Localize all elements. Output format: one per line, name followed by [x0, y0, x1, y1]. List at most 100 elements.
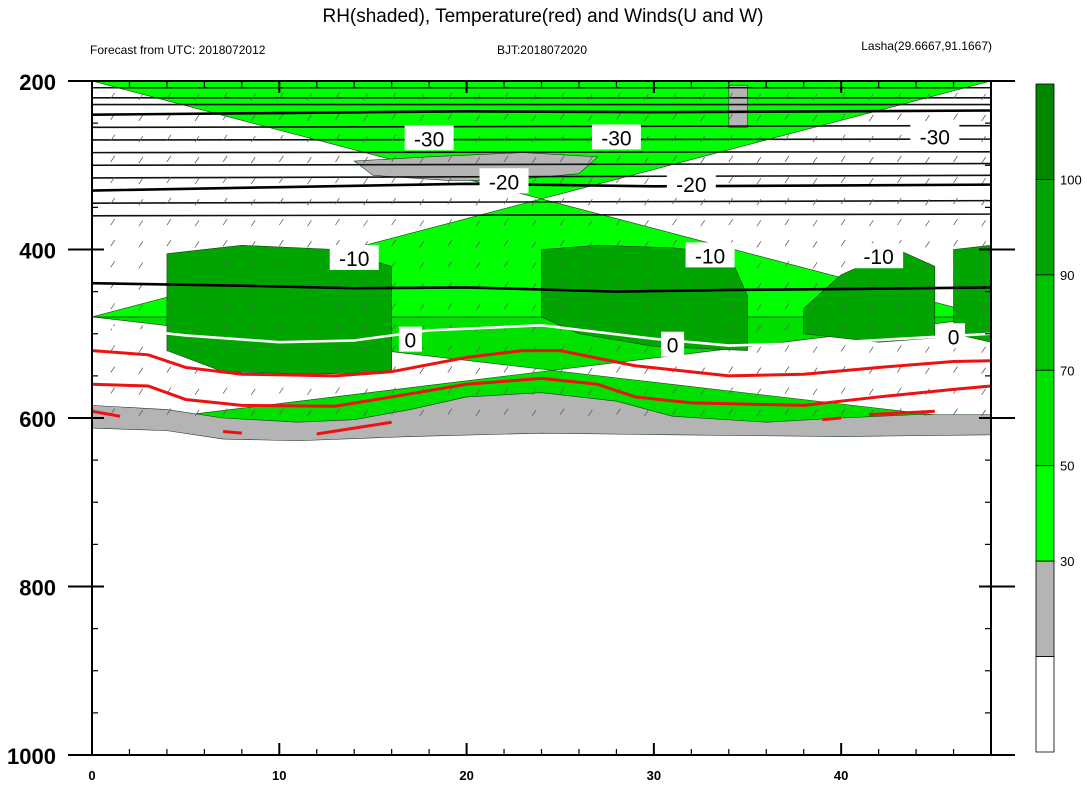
wind-barb [531, 114, 537, 122]
wind-barb [531, 135, 537, 143]
wind-barb [194, 346, 200, 353]
wind-barb [166, 239, 172, 247]
wind-barb [194, 409, 200, 417]
wind-barb [700, 325, 706, 332]
wind-barb [700, 156, 706, 164]
wind-barb [925, 367, 930, 374]
wind-barb [616, 282, 621, 289]
wind-barb [981, 388, 986, 396]
wind-barb [138, 241, 144, 248]
wind-barb [616, 345, 621, 352]
rh-region-rh-90-100-blob-mid [541, 244, 748, 351]
wind-barb [419, 156, 425, 164]
wind-barb [981, 93, 986, 101]
wind-barb [419, 177, 425, 185]
wind-barb [335, 303, 340, 310]
wind-barb [419, 367, 425, 374]
wind-barb [925, 93, 930, 101]
wind-barb [307, 325, 312, 332]
wind-barb [925, 262, 930, 269]
wind-barb [756, 262, 762, 269]
wind-barb [222, 218, 228, 226]
wind-barb [644, 241, 649, 248]
wind-barb [925, 199, 930, 206]
wind-barb [194, 93, 200, 101]
wind-barb [812, 114, 818, 122]
wind-barb [672, 282, 677, 289]
wind-barb [222, 303, 228, 310]
wind-barb [503, 260, 509, 268]
wind-barb [166, 366, 172, 373]
plot-area: -30 -30 -30 -20 -20 -10 -10 -10 0 0 0 [91, 80, 992, 756]
wind-barb [897, 303, 902, 310]
wind-barb [307, 199, 312, 206]
wind-barb [503, 303, 509, 310]
wind-barb [587, 135, 593, 143]
wind-barb [616, 218, 621, 226]
isotherm-label: -10 [863, 246, 893, 269]
wind-barb [925, 346, 930, 353]
wind-barb [138, 156, 144, 164]
wind-barb [644, 409, 649, 417]
isotherm-label-box [942, 323, 966, 349]
wind-barb [868, 346, 874, 353]
wind-barb [475, 199, 481, 206]
wind-barb [531, 156, 537, 164]
colorbar-label: 30 [1060, 554, 1074, 569]
wind-barb [110, 134, 116, 142]
wind-barb [138, 388, 144, 396]
wind-barb [587, 93, 593, 101]
wind-barb [278, 260, 284, 268]
wind-barb [278, 113, 284, 120]
wind-barb [672, 134, 677, 142]
wind-barb [194, 388, 200, 396]
wind-barb [531, 220, 537, 227]
wind-barb [616, 324, 621, 331]
wind-barb [166, 134, 172, 142]
wind-barb [166, 408, 172, 415]
wind-barb [503, 408, 509, 415]
wind-barb [307, 135, 312, 143]
isotherm-label: -10 [339, 248, 369, 271]
wind-barb [110, 176, 116, 184]
wind-barb [250, 93, 256, 101]
wind-barb [166, 176, 172, 184]
wind-barb [307, 241, 312, 248]
isotherm-label: -30 [414, 128, 444, 151]
wind-barb [812, 409, 818, 417]
wind-barb [840, 387, 846, 394]
wind-barb [138, 135, 144, 143]
wind-barb [868, 93, 874, 101]
wind-barb [953, 366, 958, 373]
wind-barb [250, 367, 256, 374]
wind-barb [363, 304, 368, 311]
wind-barb [868, 199, 874, 206]
wind-barb [166, 324, 172, 331]
isotherm-label-box [666, 170, 716, 196]
wind-barb [616, 260, 621, 268]
wind-barb [475, 346, 481, 353]
wind-barb [840, 176, 846, 184]
wind-barb [559, 218, 565, 226]
wind-barb [981, 135, 986, 143]
wind-barb [756, 220, 762, 227]
wind-barb [391, 197, 396, 205]
wind-barb [644, 346, 649, 353]
wind-barb [559, 260, 565, 268]
wind-barb [363, 346, 368, 353]
wind-barb [475, 156, 481, 164]
wind-barb [531, 177, 537, 185]
colorbar-label: 90 [1060, 268, 1074, 283]
wind-barb [531, 241, 537, 248]
colorbar-swatch [1035, 465, 1055, 562]
wind-barb [419, 199, 425, 206]
wind-barb [840, 324, 846, 331]
isotherm-label: -30 [920, 127, 950, 150]
wind-barb [110, 155, 116, 163]
wind-barb [672, 239, 677, 247]
wind-barb [194, 325, 200, 332]
wind-barb [419, 262, 425, 269]
wind-barb [587, 177, 593, 185]
wind-barb [672, 92, 677, 99]
wind-barb [531, 388, 537, 396]
